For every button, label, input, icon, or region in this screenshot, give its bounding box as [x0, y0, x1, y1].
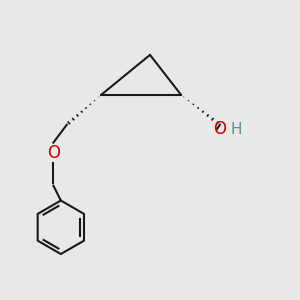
Text: O: O	[213, 120, 226, 138]
Text: H: H	[230, 122, 242, 137]
Text: O: O	[47, 144, 60, 162]
